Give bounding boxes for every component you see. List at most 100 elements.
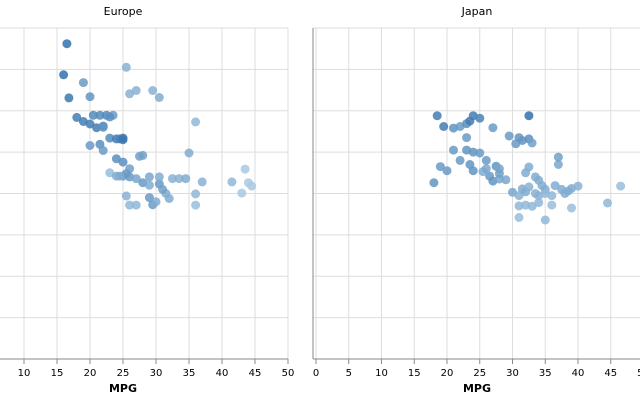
data-point [168, 174, 177, 184]
data-point [88, 110, 98, 120]
data-point [547, 200, 557, 210]
facet-panel-japan: 0 5 10 15 20 25 30 35 40 45 50 Japan MPG [312, 5, 640, 395]
data-point [553, 152, 563, 162]
x-tick-label: 30 [150, 368, 163, 379]
data-point [131, 174, 141, 184]
x-tick-label: 10 [18, 368, 31, 379]
data-point [227, 177, 237, 187]
x-tick-label: 5 [346, 368, 352, 379]
x-tick-label: 35 [183, 368, 196, 379]
data-point [553, 160, 563, 169]
data-point [247, 181, 257, 191]
data-point [455, 155, 465, 165]
data-point [144, 193, 154, 203]
x-tick-label: 15 [51, 368, 64, 379]
data-point [135, 151, 144, 161]
data-point [105, 133, 115, 143]
data-point [449, 145, 458, 155]
facet-panel-europe: 10 15 20 25 30 35 40 45 50 Europe MPG [0, 5, 294, 395]
data-point [514, 213, 524, 222]
data-point [573, 181, 583, 191]
x-tick-label: 15 [408, 368, 421, 379]
x-tick-label: 20 [84, 368, 97, 379]
x-tick-label: 30 [506, 368, 519, 379]
data-point [475, 148, 485, 158]
data-point [144, 172, 154, 182]
data-point [524, 111, 534, 121]
x-tick-label: 40 [216, 368, 229, 379]
data-point [504, 131, 514, 141]
data-point [527, 138, 537, 148]
facet-title: Japan [461, 5, 493, 18]
data-point [439, 122, 449, 131]
data-point [501, 175, 511, 185]
data-point [98, 122, 108, 132]
data-point [524, 182, 534, 192]
data-point [181, 174, 191, 184]
data-point [78, 78, 88, 88]
data-point [125, 200, 135, 210]
data-point [616, 181, 626, 191]
data-point [72, 112, 82, 122]
data-point [151, 197, 161, 207]
x-tick-label: 35 [539, 368, 552, 379]
data-point [481, 164, 491, 174]
data-point [118, 135, 128, 145]
data-point [164, 194, 174, 203]
data-point [488, 123, 498, 133]
x-tick-label: 10 [375, 368, 388, 379]
data-point [95, 110, 105, 120]
data-point [131, 200, 141, 210]
data-point [191, 189, 201, 199]
data-point [144, 180, 154, 190]
data-point [567, 203, 576, 213]
data-point [547, 191, 557, 201]
x-tick-label: 25 [117, 368, 130, 379]
data-point [481, 155, 491, 165]
data-point [64, 93, 74, 103]
data-point [158, 184, 168, 194]
x-tick-label: 25 [473, 368, 486, 379]
data-point [85, 92, 95, 102]
data-point [98, 146, 108, 155]
data-point [603, 198, 612, 208]
data-point [184, 148, 194, 158]
data-point [85, 141, 95, 150]
data-point [534, 198, 544, 208]
data-point [197, 177, 207, 187]
data-point [174, 174, 184, 184]
data-point [442, 166, 452, 176]
data-point [540, 215, 550, 225]
data-point [131, 86, 141, 95]
data-point [154, 172, 164, 182]
x-tick-label: 40 [572, 368, 585, 379]
data-point [121, 191, 131, 201]
x-tick-label: 45 [604, 368, 617, 379]
x-tick-label: 45 [249, 368, 262, 379]
data-point [237, 188, 247, 198]
data-point [429, 178, 439, 188]
data-point [435, 162, 445, 172]
data-point [475, 113, 485, 123]
data-point [524, 162, 534, 172]
data-point [191, 117, 201, 127]
data-point [154, 93, 164, 102]
x-tick-label: 20 [441, 368, 454, 379]
data-point [550, 181, 560, 191]
data-point [514, 191, 524, 201]
x-axis-title: MPG [463, 382, 491, 395]
data-point [240, 164, 250, 174]
data-point [468, 166, 478, 176]
data-point [105, 112, 115, 122]
data-point [432, 111, 442, 121]
x-tick-label: 0 [313, 368, 319, 379]
data-point [59, 70, 69, 80]
data-point [494, 169, 504, 179]
data-point [191, 200, 201, 210]
data-point [462, 133, 472, 143]
data-point [514, 201, 524, 211]
data-point [468, 147, 478, 157]
data-point [148, 86, 158, 95]
